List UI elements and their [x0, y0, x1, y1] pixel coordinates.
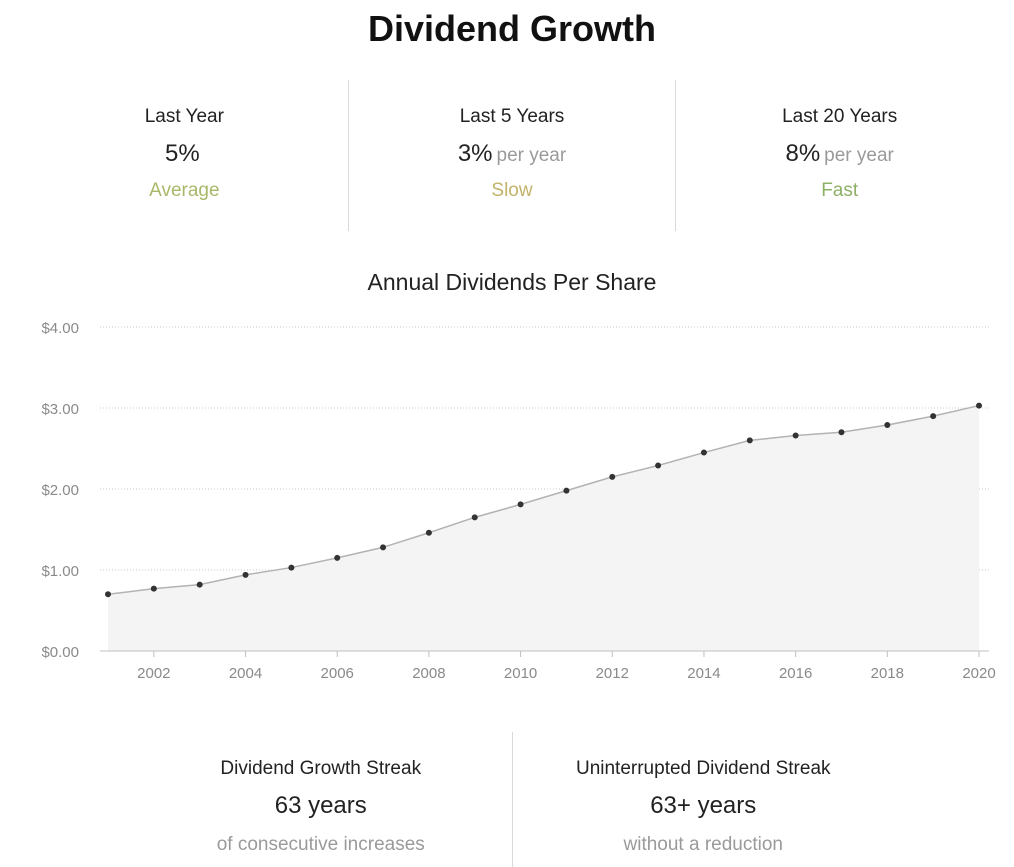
y-tick-label: $0.00 — [41, 644, 79, 661]
data-point — [105, 591, 111, 598]
stat-value: 3% per year — [349, 140, 676, 168]
x-tick-label: 2010 — [504, 665, 537, 682]
stat-last-5-years: Last 5 Years 3% per year Slow — [347, 80, 676, 231]
stat-rating: Average — [149, 180, 220, 201]
data-point — [242, 571, 249, 578]
data-point — [976, 402, 982, 409]
streak-stats: Dividend Growth Streak 63 years of conse… — [130, 732, 894, 867]
stat-rating: Fast — [821, 180, 859, 201]
data-point — [196, 581, 203, 588]
x-tick-label: 2016 — [779, 665, 812, 682]
x-tick-label: 2020 — [962, 665, 995, 682]
data-point — [517, 501, 524, 508]
data-point — [425, 529, 432, 536]
data-point — [609, 473, 616, 480]
streak-label: Dividend Growth Streak — [220, 758, 422, 779]
stat-label: Last 5 Years — [459, 106, 565, 127]
stat-label: Last 20 Years — [782, 106, 898, 127]
dividend-chart: $0.00 $1.00 $2.00 $3.00 $4.00 2002 2004 2006 200… — [41, 320, 995, 682]
streak-value: 63 years — [274, 792, 367, 819]
point-layer — [105, 402, 982, 598]
streak-value: 63+ years — [650, 792, 757, 819]
y-tick-label: $3.00 — [41, 401, 79, 418]
streak-sub: of consecutive increases — [216, 834, 425, 855]
stat-last-year: Last Year 5% Average — [21, 80, 348, 231]
stat-label: Last Year — [144, 106, 224, 127]
area-layer — [107, 404, 980, 651]
data-point — [655, 462, 662, 469]
data-point — [334, 554, 341, 561]
streak-uninterrupted: Uninterrupted Dividend Streak 63+ years … — [511, 732, 895, 867]
area-fill — [108, 405, 979, 651]
stat-percent: 3% — [457, 140, 493, 167]
x-tick-label: 2014 — [687, 665, 720, 682]
stat-suffix: per year — [496, 145, 567, 166]
data-point — [746, 437, 753, 444]
axis-layer: $0.00 $1.00 $2.00 $3.00 $4.00 2002 2004 2006 200… — [41, 320, 995, 682]
y-tick-label: $2.00 — [41, 482, 79, 499]
stat-suffix: per year — [824, 145, 894, 166]
data-point — [150, 585, 157, 592]
series-line — [107, 404, 980, 596]
streak-label: Uninterrupted Dividend Streak — [575, 758, 831, 779]
x-tick-label: 2018 — [871, 665, 904, 682]
streak-sub: without a reduction — [623, 834, 784, 855]
data-point — [930, 413, 937, 420]
y-tick-label: $1.00 — [41, 563, 79, 580]
stat-value: 5% — [21, 140, 348, 168]
growth-stats: Last Year 5% Average Last 5 Years 3% per … — [21, 80, 1003, 231]
x-tick-label: 2004 — [229, 665, 262, 682]
x-tick-label: 2002 — [137, 665, 170, 682]
stat-last-20-years: Last 20 Years 8% per year Fast — [675, 80, 1003, 231]
stat-percent: 8% — [785, 140, 821, 167]
page-title: Dividend Growth — [368, 8, 656, 49]
x-tick-label: 2012 — [596, 665, 629, 682]
data-point — [792, 432, 799, 439]
data-point — [563, 487, 570, 494]
y-tick-label: $4.00 — [41, 320, 79, 337]
chart-title: Annual Dividends Per Share — [367, 269, 657, 295]
x-tick-label: 2006 — [321, 665, 354, 682]
data-point — [700, 449, 707, 456]
stat-value: 8% per year — [676, 140, 1003, 168]
data-point — [838, 429, 845, 436]
data-point — [884, 422, 891, 429]
data-point — [471, 514, 478, 521]
data-point — [288, 564, 295, 571]
data-point — [380, 544, 387, 551]
stat-rating: Slow — [491, 180, 533, 201]
x-tick-label: 2008 — [412, 665, 445, 682]
stat-percent: 5% — [164, 140, 200, 167]
streak-growth: Dividend Growth Streak 63 years of conse… — [130, 732, 512, 867]
